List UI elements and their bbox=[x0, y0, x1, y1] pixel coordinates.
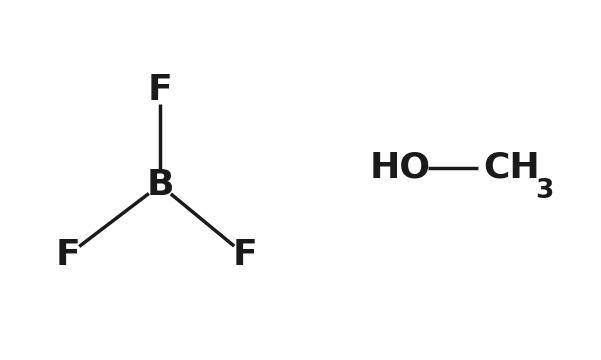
Text: B: B bbox=[146, 168, 174, 202]
Text: 3: 3 bbox=[535, 178, 554, 204]
Text: F: F bbox=[148, 73, 172, 107]
Text: HO: HO bbox=[370, 151, 431, 185]
Text: F: F bbox=[233, 238, 257, 272]
Text: CH: CH bbox=[483, 151, 540, 185]
Text: F: F bbox=[56, 238, 81, 272]
